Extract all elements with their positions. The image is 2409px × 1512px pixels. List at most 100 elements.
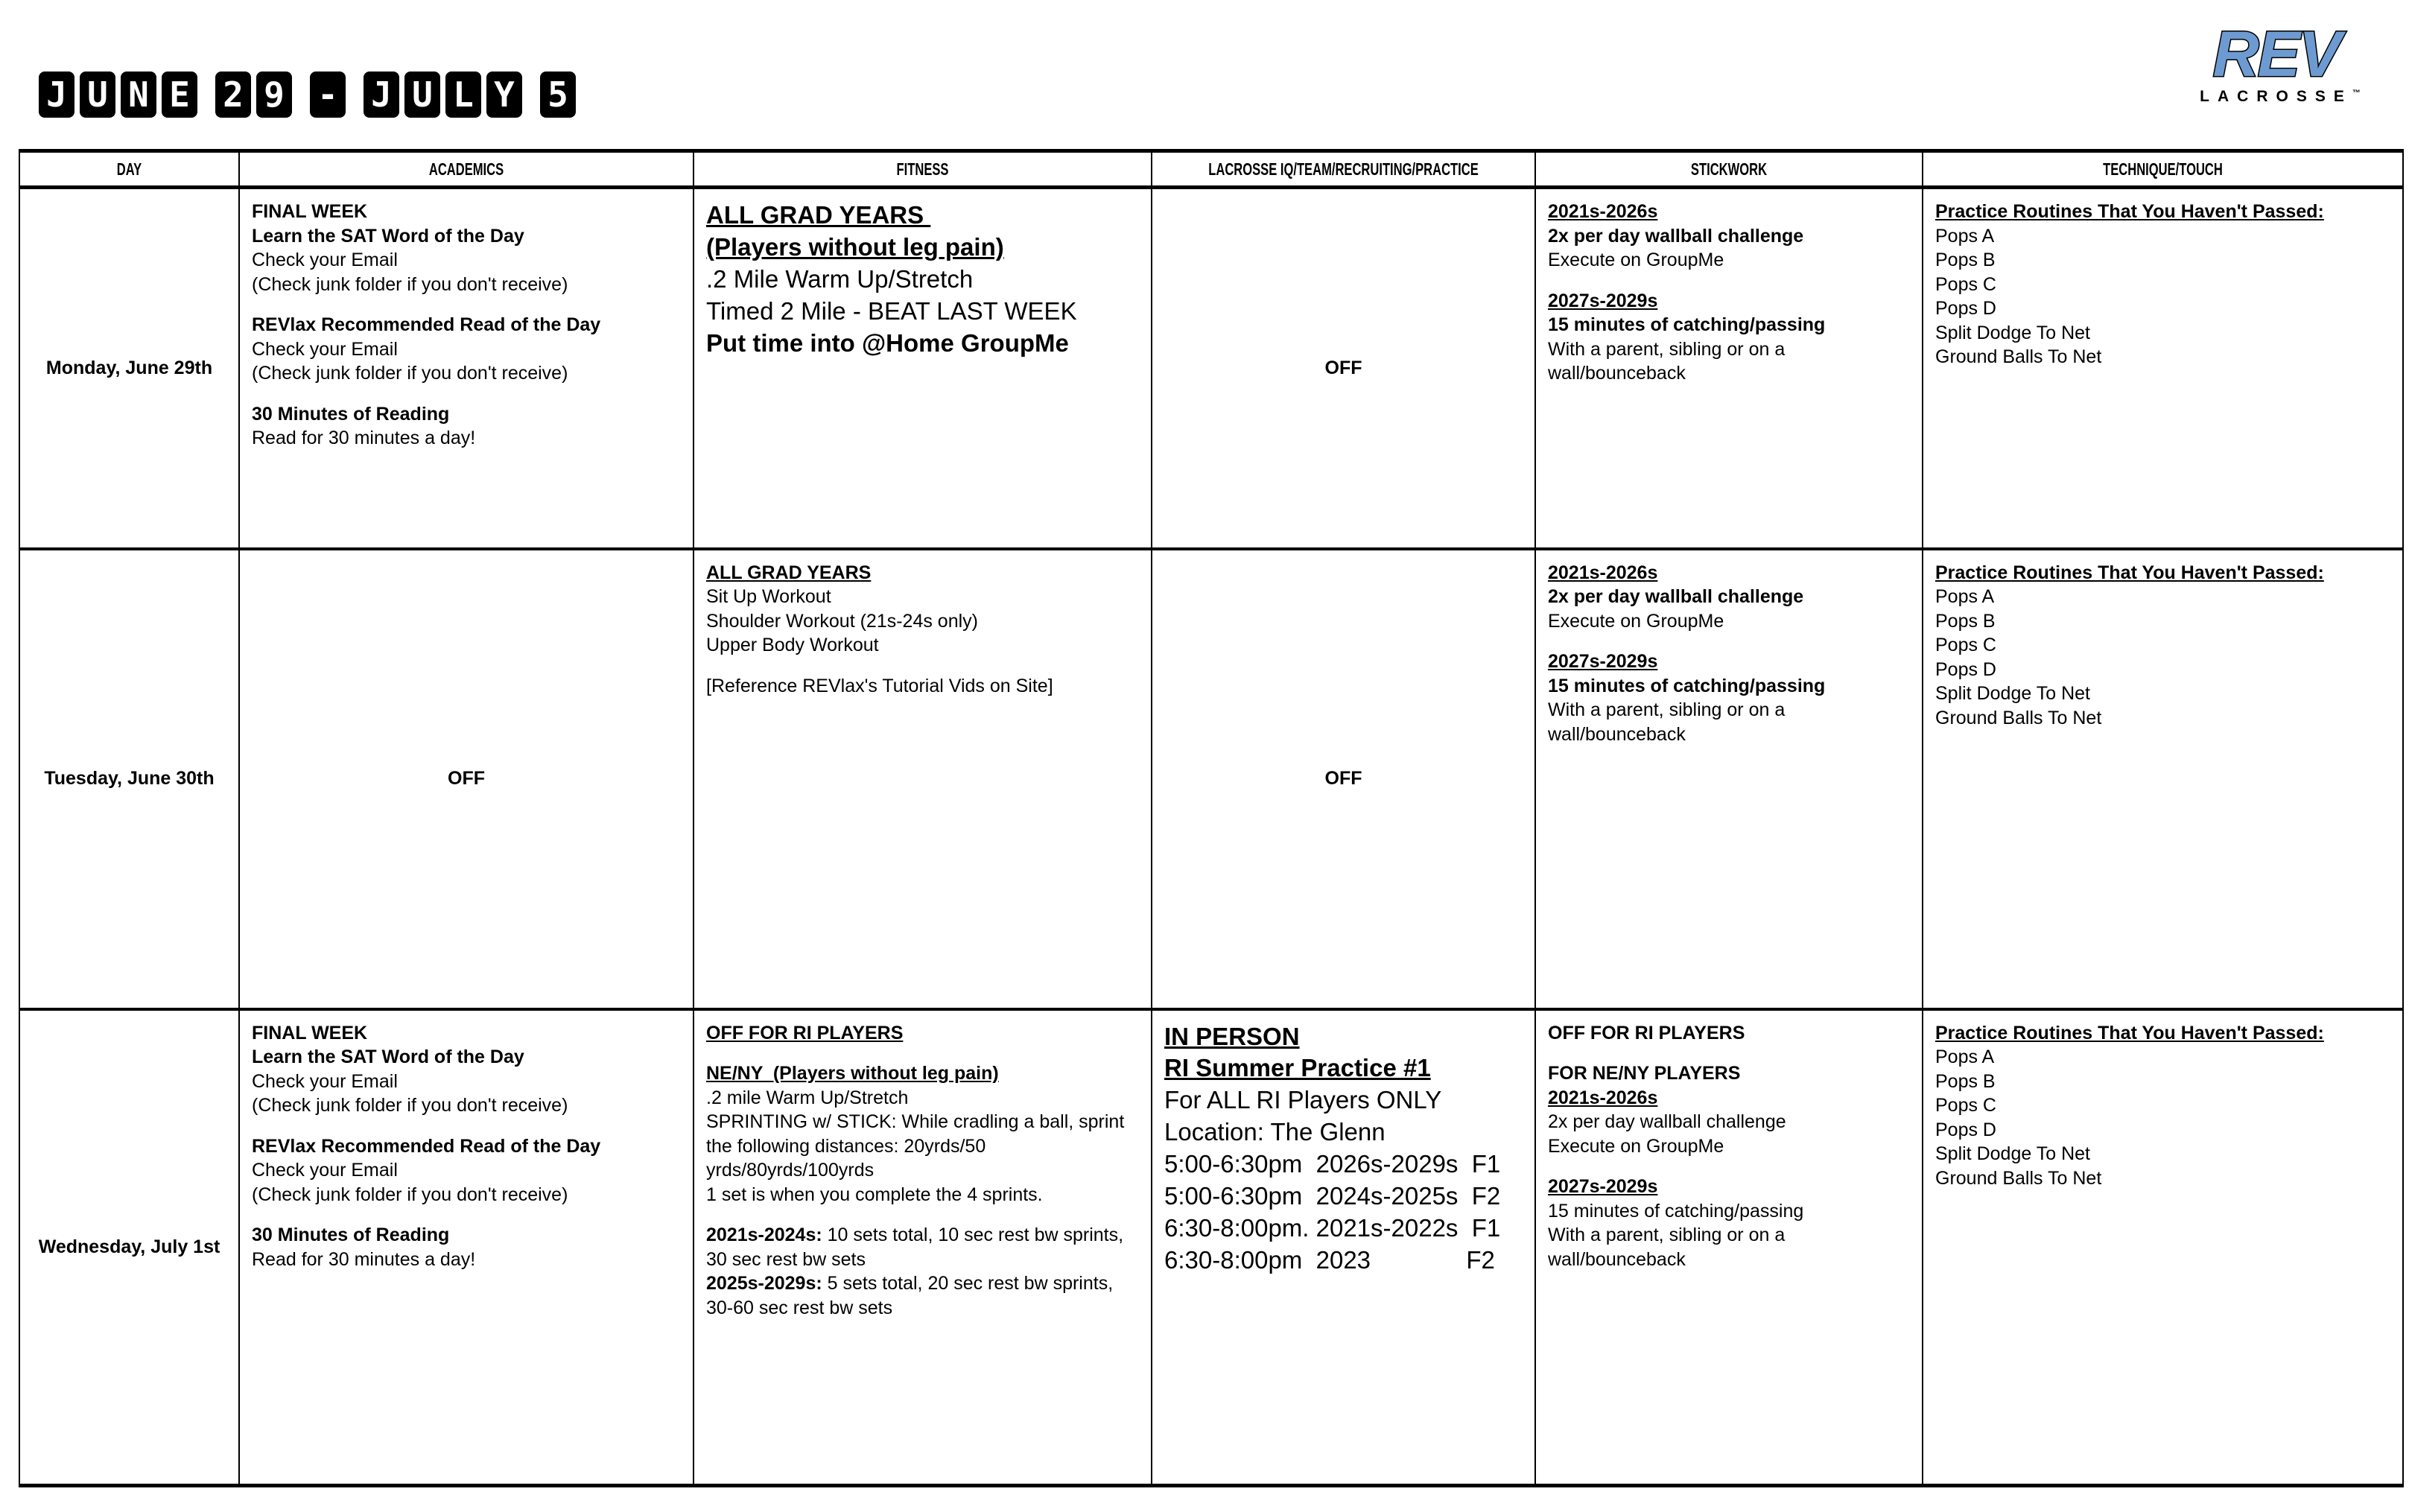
- table-row: Monday, June 29th FINAL WEEK Learn the SAT…: [19, 186, 2404, 550]
- cell-content: 2021s-2026s 2x per day wallball challenge…: [1536, 550, 1922, 755]
- text-line: (Check junk folder if you don't receive): [252, 273, 568, 295]
- text-line: [Reference REVlax's Tutorial Vids on Sit…: [706, 675, 1053, 696]
- text-line: Pops A: [1935, 1046, 1995, 1067]
- text-line: 2025s-2029s: 5 sets total, 20 sec rest b…: [706, 1271, 1139, 1320]
- text-line: With a parent, sibling or on a: [1548, 1224, 1786, 1245]
- text-line: 2x per day wallball challenge: [1548, 586, 1804, 607]
- text-line: 6:30-8:00pm 2023 F2: [1164, 1245, 1495, 1274]
- text-line: OFF FOR RI PLAYERS: [706, 1022, 904, 1044]
- text-line: Pops C: [1935, 1095, 1996, 1116]
- text-line: Check your Email: [252, 338, 398, 360]
- technique-touch-cell: Practice Routines That You Haven't Passe…: [1922, 1008, 2404, 1487]
- text-line: 2021s-2026s: [1548, 1087, 1658, 1108]
- text-line: Ground Balls To Net: [1935, 346, 2102, 367]
- text-line: Split Dodge To Net: [1935, 322, 2090, 343]
- text-line: ALL GRAD YEARS: [706, 562, 872, 583]
- text-line: Pops D: [1935, 1119, 1996, 1140]
- column-header-fitness: FITNESS: [757, 149, 1088, 189]
- stickwork-cell: 2021s-2026s 2x per day wallball challenge…: [1534, 547, 1923, 1011]
- stickwork-cell: 2021s-2026s 2x per day wallball challenge…: [1534, 186, 1923, 550]
- column-header-label: TECHNIQUE/TOUCH: [2103, 159, 2223, 179]
- spacer: [252, 1207, 681, 1223]
- logo-subtitle-text: LACROSSE: [2200, 88, 2352, 105]
- title-tile-space: [351, 72, 358, 118]
- text-line: Pops A: [1935, 586, 1995, 607]
- lead-label: 2025s-2029s:: [706, 1273, 822, 1294]
- text-line: 30 Minutes of Reading: [252, 1224, 450, 1245]
- text-line: Practice Routines That You Haven't Passe…: [1935, 562, 2324, 583]
- cell-content: ALL GRAD YEARS Sit Up Workout Shoulder Wor…: [694, 550, 1151, 706]
- cell-content: Practice Routines That You Haven't Passe…: [1923, 1011, 2402, 1198]
- cell-content: Practice Routines That You Haven't Passe…: [1923, 550, 2402, 738]
- fitness-cell: ALL GRAD YEARS (Players without leg pain…: [693, 186, 1152, 550]
- text-line: NE/NY (Players without leg pain): [706, 1063, 999, 1084]
- column-header-label: FITNESS: [896, 159, 949, 179]
- spacer: [1548, 1045, 1910, 1061]
- text-line: Practice Routines That You Haven't Passe…: [1935, 1022, 2324, 1044]
- day-label-cell: Monday, June 29th: [19, 186, 240, 550]
- off-label: OFF: [448, 768, 485, 789]
- cell-content: ALL GRAD YEARS (Players without leg pain…: [694, 189, 1151, 366]
- spacer: [1548, 633, 1910, 649]
- day-label: Monday, June 29th: [45, 357, 213, 378]
- table-row: Wednesday, July 1st FINAL WEEK Learn the S…: [19, 1008, 2404, 1487]
- text-line: 30 Minutes of Reading: [252, 403, 450, 425]
- lead-rest: 10 sets total, 10 sec rest bw sprints, 3…: [706, 1224, 1134, 1270]
- text-line: .2 Mile Warm Up/Stretch: [706, 264, 974, 293]
- cell-content: OFF FOR RI PLAYERS FOR NE/NY PLAYERS 2021s…: [1536, 1011, 1922, 1280]
- text-line: REVlax Recommended Read of the Day: [252, 314, 601, 335]
- technique-touch-cell: Practice Routines That You Haven't Passe…: [1922, 186, 2404, 550]
- text-line: With a parent, sibling or on a: [1548, 699, 1786, 720]
- text-line: 5:00-6:30pm 2026s-2029s F1: [1164, 1150, 1501, 1178]
- text-line: 15 minutes of catching/passing: [1548, 1200, 1804, 1222]
- text-line: FINAL WEEK: [252, 201, 368, 222]
- off-label: OFF: [1324, 357, 1362, 378]
- spacer: [706, 1207, 1139, 1223]
- text-line: 2021s-2026s: [1548, 562, 1658, 583]
- text-line: Split Dodge To Net: [1935, 683, 2090, 704]
- academics-cell: FINAL WEEK Learn the SAT Word of the Day C…: [238, 1008, 694, 1487]
- text-line: Put time into @Home GroupMe: [706, 328, 1069, 357]
- lead-rest: 5 sets total, 20 sec rest bw sprints, 30…: [706, 1273, 1124, 1318]
- text-line: wall/bounceback: [1548, 363, 1686, 384]
- text-line: wall/bounceback: [1548, 1248, 1686, 1270]
- text-line: SPRINTING w/ STICK: While cradling a bal…: [706, 1111, 1130, 1181]
- column-header-day: DAY: [49, 149, 209, 189]
- column-header-academics: ACADEMICS: [302, 149, 631, 189]
- text-line: (Check junk folder if you don't receive): [252, 1184, 568, 1205]
- text-line: 2x per day wallball challenge: [1548, 225, 1804, 247]
- table-row: Tuesday, June 30th OFF ALL GRAD YEARS Sit U…: [19, 547, 2404, 1011]
- title-tile: U: [80, 72, 115, 118]
- academics-cell: OFF: [238, 547, 694, 1011]
- text-line: (Check junk folder if you don't receive): [252, 363, 568, 384]
- text-line: 15 minutes of catching/passing: [1548, 675, 1826, 696]
- text-line: REVlax Recommended Read of the Day: [252, 1135, 601, 1157]
- off-label: OFF: [1324, 768, 1362, 789]
- text-line: .2 mile Warm Up/Stretch: [706, 1087, 909, 1108]
- stickwork-cell: OFF FOR RI PLAYERS FOR NE/NY PLAYERS 2021s…: [1534, 1008, 1923, 1487]
- text-line: Ground Balls To Net: [1935, 1167, 2102, 1189]
- lacrosse-iq-cell: IN PERSON RI Summer Practice #1 For ALL RI…: [1151, 1008, 1536, 1487]
- column-header-label: ACADEMICS: [428, 159, 504, 179]
- title-tile: 2: [215, 72, 251, 118]
- title-tile: -: [310, 72, 346, 118]
- rev-wordmark-icon: REV: [2212, 18, 2349, 92]
- text-line: With a parent, sibling or on a: [1548, 338, 1786, 360]
- day-label-cell: Wednesday, July 1st: [19, 1008, 240, 1487]
- cell-content: OFF FOR RI PLAYERS NE/NY (Players without…: [694, 1011, 1151, 1328]
- text-line: 2x per day wallball challenge: [1548, 1111, 1786, 1132]
- title-tile: Y: [486, 72, 522, 118]
- text-line: Practice Routines That You Haven't Passe…: [1935, 201, 2324, 222]
- text-line: (Check junk folder if you don't receive): [252, 1095, 568, 1116]
- text-line: Upper Body Workout: [706, 635, 879, 655]
- text-line: Read for 30 minutes a day!: [252, 428, 476, 448]
- column-header-lacrosse-iq-team-recruiting-practice: LACROSSE IQ/TEAM/RECRUITING/PRACTICE: [1204, 149, 1482, 189]
- text-line: Execute on GroupMe: [1548, 1135, 1724, 1157]
- text-line: Pops D: [1935, 298, 1996, 319]
- table-header-row: DAY ACADEMICS FITNESS LACROSSE IQ/TEAM/RECR…: [19, 149, 2403, 189]
- text-line: Check your Email: [252, 1070, 398, 1092]
- text-line: 2027s-2029s: [1548, 651, 1658, 672]
- text-line: Pops B: [1935, 250, 1996, 270]
- text-line: 2021s-2024s: 10 sets total, 10 sec rest …: [706, 1223, 1139, 1271]
- text-line: 6:30-8:00pm. 2021s-2022s F1: [1164, 1213, 1501, 1242]
